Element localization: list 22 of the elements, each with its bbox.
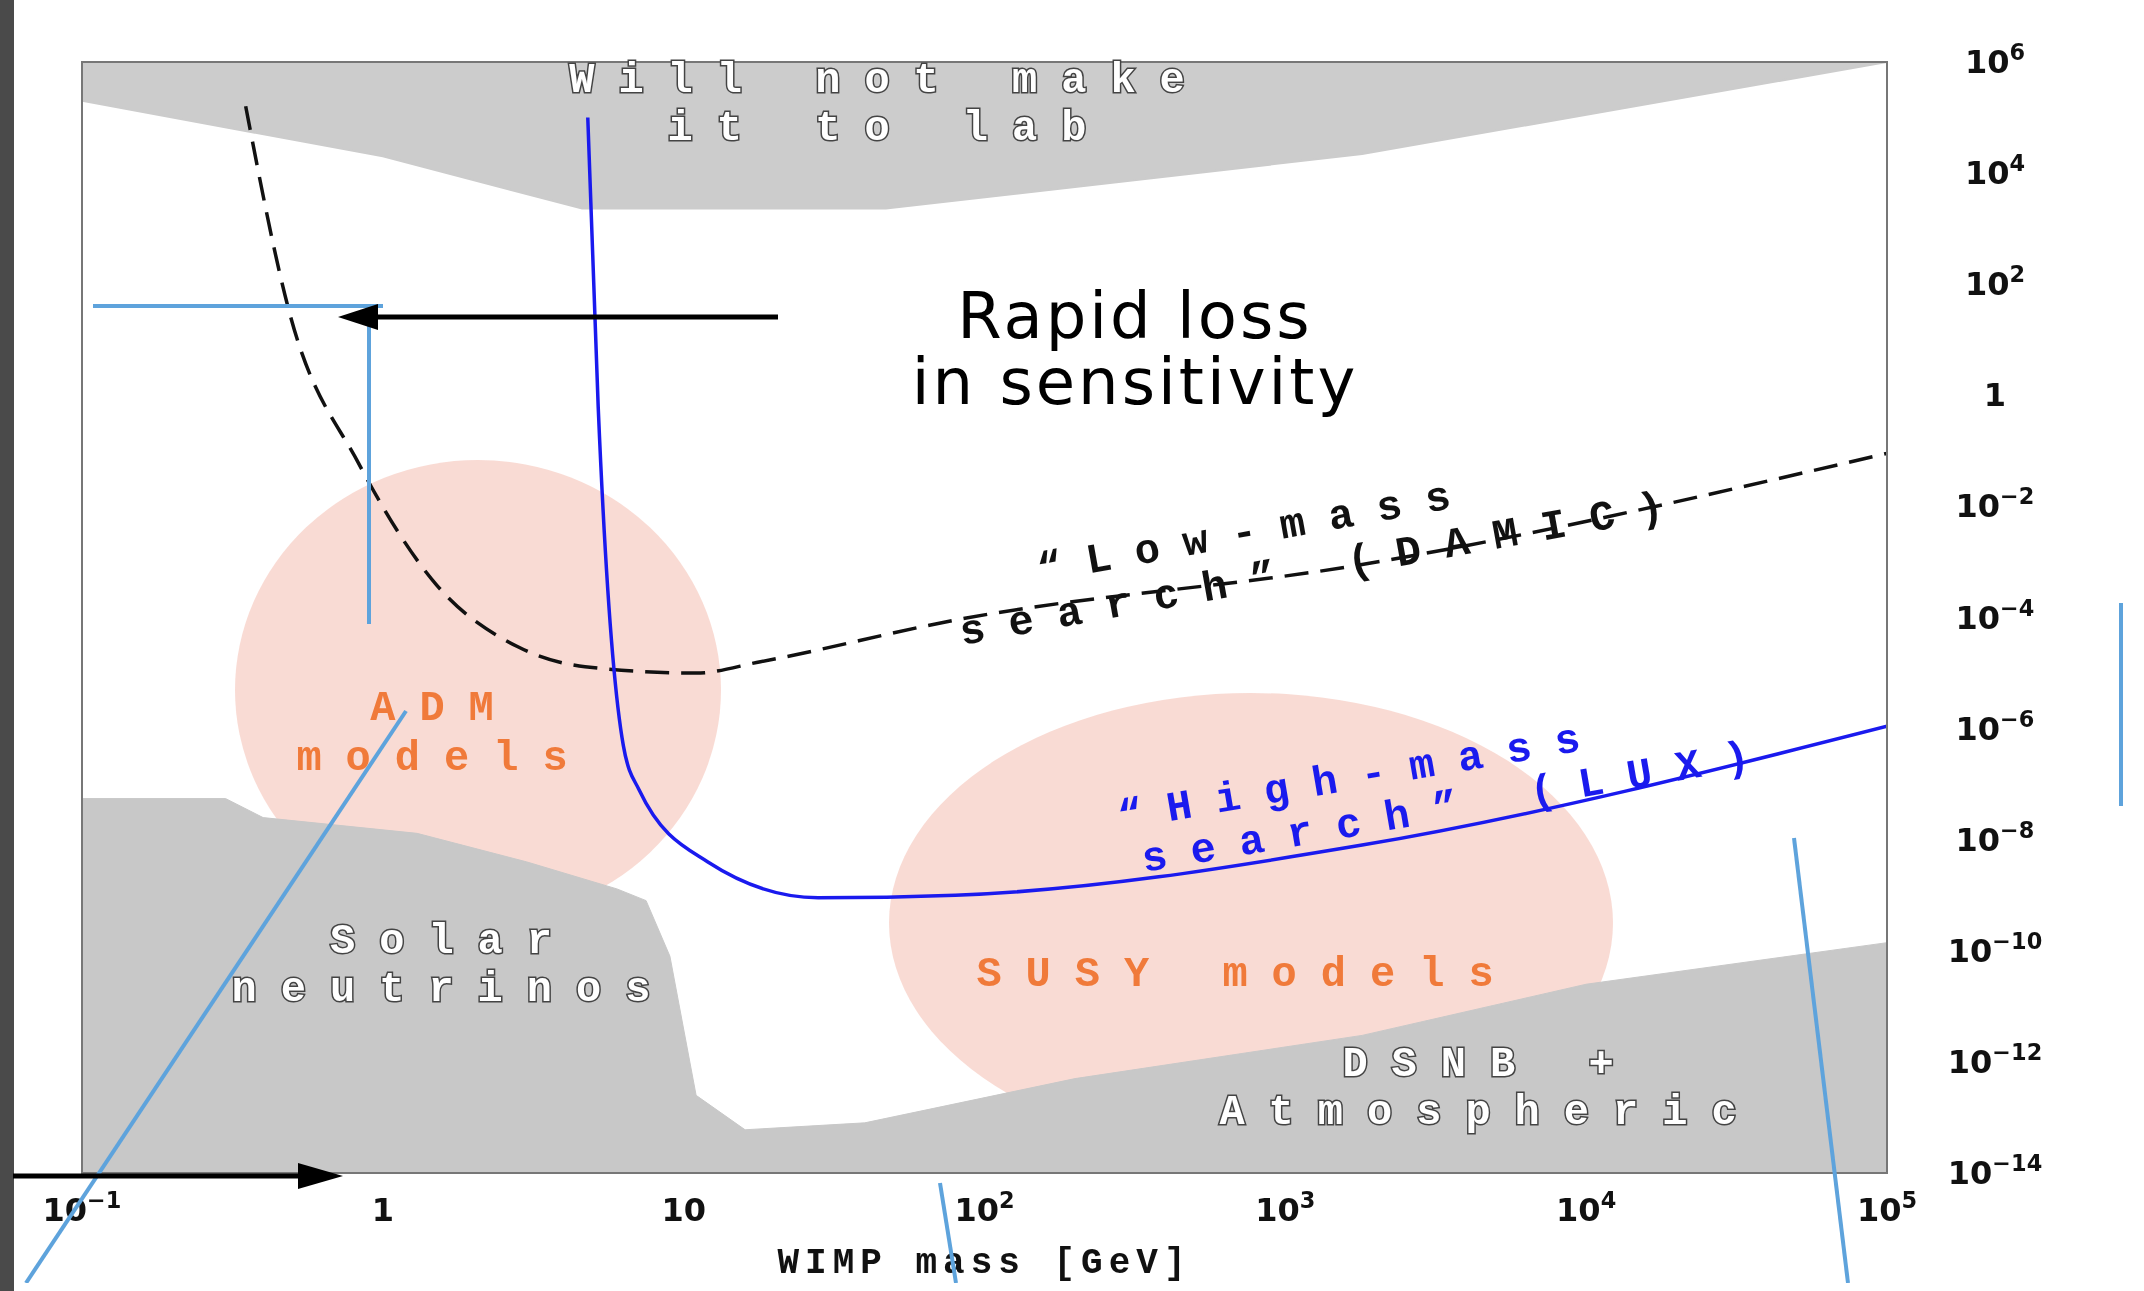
- series-label: Solar neutrinos: [231, 918, 675, 1014]
- y-tick-label: 1: [1983, 376, 2007, 415]
- x-tick-label: 10$^{2}$: [954, 1187, 1015, 1229]
- annotation: Rapid loss in sensitivity: [911, 279, 1359, 419]
- series-label: Will not make it to lab: [569, 57, 1209, 153]
- y-tick-label: 10$^{−10}$: [1947, 927, 2043, 970]
- y-tick-label: 10$^{4}$: [1964, 150, 2026, 193]
- x-tick-label: 10: [661, 1191, 706, 1229]
- x-tick-label: 10$^{4}$: [1556, 1187, 1617, 1229]
- y-tick-label: 10$^{−12}$: [1947, 1038, 2043, 1081]
- x-tick-label: 10$^{5}$: [1856, 1187, 1918, 1229]
- y-tick-label: 10$^{−2}$: [1955, 483, 2035, 526]
- x-tick-label: 10$^{3}$: [1255, 1187, 1316, 1229]
- y-tick-label: 10$^{2}$: [1964, 261, 2026, 304]
- annotation: SUSY models: [976, 951, 1518, 999]
- y-tick-label: 10$^{−4}$: [1955, 594, 2035, 637]
- x-tick-label: 1: [371, 1191, 394, 1229]
- y-tick-label: 10$^{−8}$: [1955, 816, 2035, 859]
- y-tick-label: 10$^{−14}$: [1947, 1150, 2043, 1192]
- annotation: DSNB + Atmospheric: [1219, 1041, 1761, 1137]
- y-tick-label: 10$^{−6}$: [1955, 705, 2035, 748]
- y-tick-label: 10$^{6}$: [1964, 39, 2026, 81]
